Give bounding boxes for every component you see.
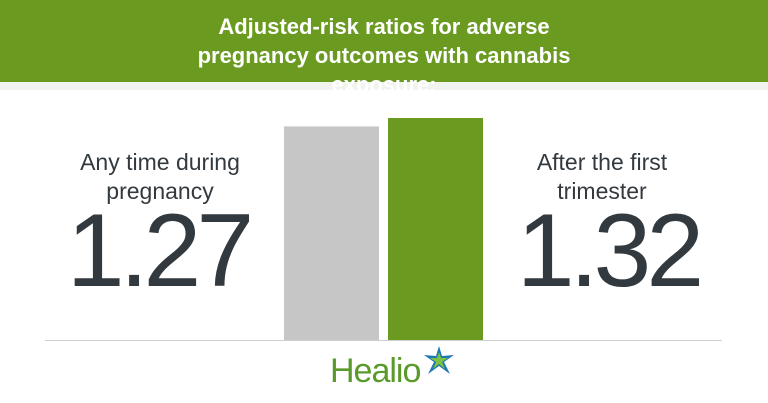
logo-icon	[424, 346, 454, 374]
bar	[388, 118, 483, 340]
value-label: 1.27	[66, 193, 254, 309]
value-label: 1.32	[516, 193, 704, 309]
logo: Healio	[330, 352, 421, 390]
chart-title: Adjusted-risk ratios for adverse pregnan…	[197, 14, 571, 97]
bar	[284, 126, 379, 340]
header-band	[0, 82, 768, 90]
header	[0, 0, 768, 82]
category-label: After the first trimester	[536, 149, 668, 204]
category-label: Any time during pregnancy	[80, 149, 240, 204]
